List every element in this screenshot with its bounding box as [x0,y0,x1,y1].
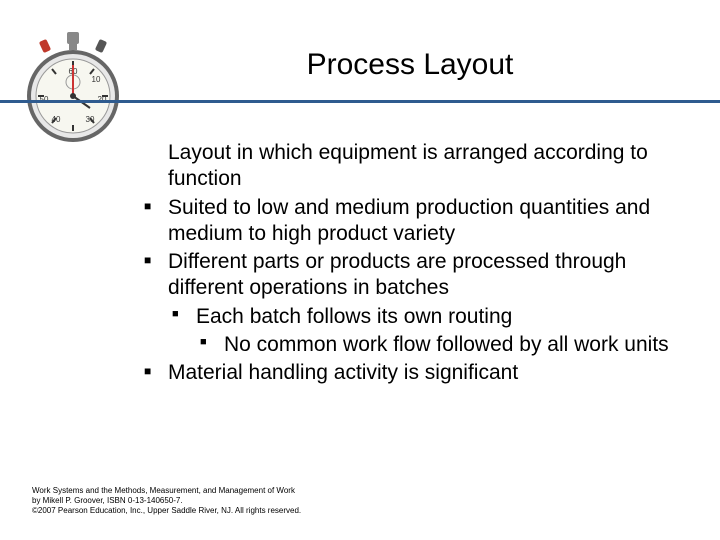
stopwatch-image: 60 10 20 30 40 50 [18,30,128,150]
lead-text: Layout in which equipment is arranged ac… [140,140,680,193]
slide: 60 10 20 30 40 50 Process Layout Layout … [0,0,720,540]
footer-line: ©2007 Pearson Education, Inc., Upper Sad… [32,506,301,516]
list-item: Material handling activity is significan… [140,360,680,386]
svg-text:10: 10 [92,75,101,84]
bullet-text: Material handling activity is significan… [168,361,518,384]
bullet-text: Suited to low and medium production quan… [168,196,650,245]
list-item: No common work flow followed by all work… [196,332,680,358]
footer-citation: Work Systems and the Methods, Measuremen… [32,486,301,516]
content-region: Layout in which equipment is arranged ac… [140,140,680,386]
bullet-list-level2: Each batch follows its own routing No co… [168,304,680,359]
title-region: Process Layout [140,48,680,82]
bullet-list-level3: No common work flow followed by all work… [196,332,680,358]
list-item: Different parts or products are processe… [140,249,680,358]
bullet-text: Each batch follows its own routing [196,305,512,328]
bullet-list-level1: Suited to low and medium production quan… [140,195,680,387]
list-item: Suited to low and medium production quan… [140,195,680,248]
bullet-text: No common work flow followed by all work… [224,333,669,356]
horizontal-rule [0,100,720,103]
footer-line: Work Systems and the Methods, Measuremen… [32,486,301,496]
svg-text:40: 40 [52,115,61,124]
svg-text:30: 30 [86,115,95,124]
slide-title: Process Layout [140,48,680,82]
list-item: Each batch follows its own routing No co… [168,304,680,359]
footer-line: by Mikell P. Groover, ISBN 0-13-140650-7… [32,496,301,506]
bullet-text: Different parts or products are processe… [168,250,626,299]
